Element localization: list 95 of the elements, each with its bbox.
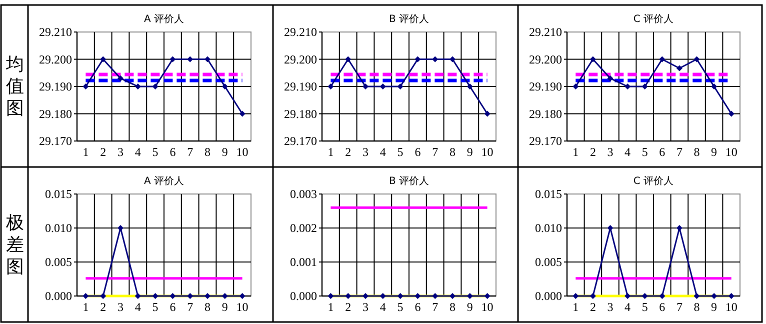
x-tick-label: 3	[118, 300, 124, 314]
y-tick-label: 0.010	[45, 221, 72, 235]
y-tick-label: 29.170	[39, 134, 72, 148]
y-tick-label: 0.005	[535, 255, 562, 269]
x-tick-label: 6	[170, 300, 176, 314]
x-tick-label: 4	[380, 145, 386, 159]
y-tick-label: 29.180	[284, 106, 317, 121]
y-axis-title: 均值图	[5, 54, 24, 119]
y-tick-label: 0.003	[290, 187, 317, 201]
y-tick-label: 0.005	[45, 255, 72, 269]
x-tick-label: 8	[204, 145, 210, 159]
y-tick-label: 0.001	[290, 255, 317, 269]
x-tick-label: 4	[134, 300, 141, 314]
x-tick-label: 6	[170, 145, 176, 159]
x-tick-label: 5	[152, 300, 158, 314]
x-tick-label: 1	[572, 145, 579, 159]
x-tick-label: 2	[345, 300, 352, 314]
x-tick-label: 6	[659, 145, 666, 159]
x-tick-label: 8	[204, 300, 210, 314]
y-tick-label: 29.180	[529, 106, 562, 121]
x-tick-label: 9	[711, 300, 718, 314]
x-tick-label: 10	[481, 145, 494, 159]
x-tick-label: 2	[345, 145, 352, 159]
x-tick-label: 10	[481, 300, 494, 314]
y-tick-label: 0.002	[290, 221, 317, 235]
x-tick-label: 4	[624, 145, 631, 159]
x-tick-label: 1	[328, 300, 334, 314]
x-tick-label: 2	[100, 300, 106, 314]
x-tick-label: 5	[397, 300, 404, 314]
chart-title: A 评价人	[144, 175, 184, 187]
x-tick-label: 10	[236, 145, 248, 159]
y-tick-label: 29.170	[529, 134, 562, 148]
x-tick-label: 4	[380, 300, 386, 314]
y-tick-label: 0.000	[45, 289, 72, 303]
x-tick-label: 7	[432, 145, 438, 159]
y-tick-label: 29.200	[529, 52, 562, 66]
x-tick-label: 4	[134, 145, 141, 159]
x-tick-label: 3	[607, 300, 614, 314]
x-tick-label: 5	[642, 145, 648, 159]
x-tick-label: 5	[642, 300, 648, 314]
y-tick-label: 29.190	[39, 80, 72, 94]
chart-title: C 评价人	[633, 175, 674, 187]
x-tick-label: 10	[236, 300, 248, 314]
x-tick-label: 6	[659, 300, 666, 314]
x-tick-label: 1	[82, 300, 89, 314]
x-tick-label: 9	[466, 300, 473, 314]
x-tick-label: 8	[694, 145, 700, 159]
x-tick-label: 3	[118, 145, 124, 159]
y-tick-label: 29.190	[284, 80, 317, 94]
x-tick-label: 10	[725, 300, 738, 314]
x-tick-label: 3	[362, 300, 368, 314]
y-tick-label: 29.170	[284, 134, 317, 148]
y-tick-label: 29.210	[39, 25, 72, 39]
x-tick-label: 7	[676, 300, 682, 314]
x-tick-label: 5	[152, 145, 158, 159]
y-tick-label: 0.010	[535, 221, 562, 235]
x-tick-label: 4	[624, 300, 631, 314]
y-tick-label: 29.210	[284, 25, 317, 39]
x-tick-label: 9	[466, 145, 473, 159]
y-tick-label: 0.000	[535, 289, 562, 303]
y-tick-label: 29.200	[39, 52, 72, 66]
y-tick-label: 0.015	[45, 187, 72, 201]
x-tick-label: 7	[432, 300, 438, 314]
x-tick-label: 7	[187, 145, 194, 159]
x-tick-label: 9	[222, 300, 228, 314]
x-tick-label: 5	[397, 145, 404, 159]
x-tick-label: 10	[725, 145, 738, 159]
y-axis-title: 极差图	[5, 212, 24, 278]
x-tick-label: 2	[100, 145, 106, 159]
x-tick-label: 6	[414, 145, 421, 159]
y-tick-label: 29.200	[284, 52, 317, 66]
x-tick-label: 1	[82, 145, 89, 159]
chart-title: B 评价人	[388, 13, 430, 25]
x-tick-label: 6	[414, 300, 421, 314]
y-tick-label: 29.210	[529, 25, 562, 39]
y-tick-label: 0.015	[535, 187, 562, 201]
x-tick-label: 3	[607, 145, 614, 159]
y-tick-label: 29.190	[529, 80, 562, 94]
x-tick-label: 9	[222, 145, 228, 159]
x-tick-label: 7	[187, 300, 194, 314]
x-tick-label: 2	[590, 300, 596, 314]
x-tick-label: 8	[450, 145, 456, 159]
x-tick-label: 1	[328, 145, 334, 159]
y-tick-label: 29.180	[39, 106, 72, 121]
chart-title: B 评价人	[388, 175, 430, 187]
chart-title: A 评价人	[144, 13, 184, 25]
x-tick-label: 3	[362, 145, 368, 159]
y-tick-label: 0.000	[290, 289, 317, 303]
x-tick-label: 2	[590, 145, 596, 159]
x-tick-label: 9	[711, 145, 718, 159]
chart-title: C 评价人	[633, 13, 674, 25]
x-tick-label: 8	[694, 300, 700, 314]
x-tick-label: 7	[676, 145, 682, 159]
x-tick-label: 8	[450, 300, 456, 314]
x-tick-label: 1	[572, 300, 579, 314]
